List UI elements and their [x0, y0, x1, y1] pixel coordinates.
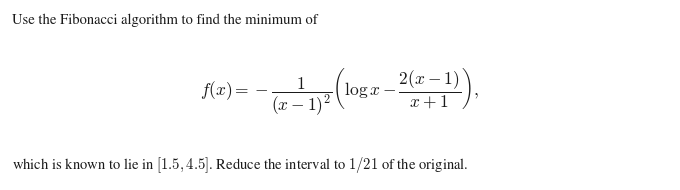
Text: $f(x) = -\dfrac{1}{(x-1)^2}\left(\log x - \dfrac{2(x-1)}{x+1}\right),$: $f(x) = -\dfrac{1}{(x-1)^2}\left(\log x …: [201, 66, 479, 117]
Text: Use the Fibonacci algorithm to find the minimum of: Use the Fibonacci algorithm to find the …: [12, 13, 318, 27]
Text: which is known to lie in $[1.5, 4.5]$. Reduce the interval to $1/21$ of the orig: which is known to lie in $[1.5, 4.5]$. R…: [12, 155, 469, 175]
